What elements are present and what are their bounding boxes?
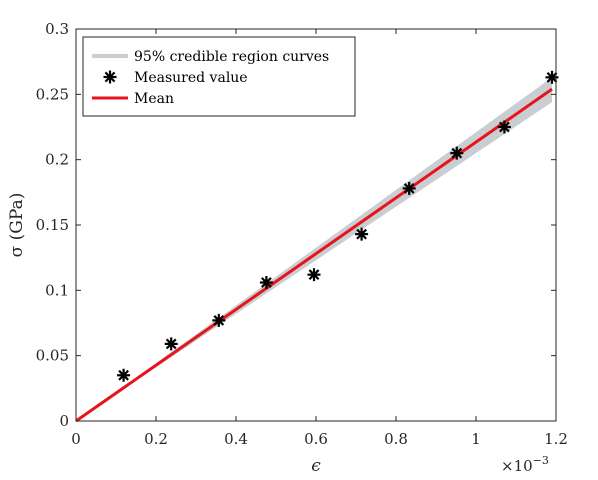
x-axis-ticks: 0 0.2 0.4 0.6 0.8 1 1.2 <box>71 29 568 448</box>
star-stroke <box>261 277 272 288</box>
legend-label-credible: 95% credible region curves <box>134 49 329 65</box>
legend-label-mean: Mean <box>134 91 174 107</box>
x-tick-label: 1 <box>471 430 481 448</box>
y-axis-label: σ (GPa) <box>7 193 27 258</box>
star-stroke <box>451 147 463 159</box>
measured-markers-layer <box>117 70 559 382</box>
x-tick-label: 1.2 <box>544 430 568 448</box>
x-tick-label: 0.6 <box>304 430 328 448</box>
star-stroke <box>356 228 367 240</box>
credible-region-band <box>76 77 552 421</box>
legend-swatch-measured <box>103 70 117 84</box>
legend-box <box>82 36 356 117</box>
measured-point <box>307 268 321 282</box>
x-tick-label: 0.2 <box>144 430 168 448</box>
legend: 95% credible region curves Measured valu… <box>82 36 356 117</box>
x-axis-label: ϵ <box>311 456 321 476</box>
measured-point <box>212 313 226 327</box>
credible-band-layer <box>76 77 552 421</box>
y-axis-ticks: 0 0.05 0.1 0.15 0.2 0.25 0.3 <box>36 20 556 430</box>
star-stroke <box>213 315 225 326</box>
star-stroke <box>403 183 415 194</box>
x-multiplier-exponent: −3 <box>533 454 549 467</box>
star-stroke <box>118 369 129 381</box>
measured-point <box>164 337 178 351</box>
x-tick-label: 0.8 <box>384 430 408 448</box>
legend-star-marker <box>103 70 117 84</box>
x-multiplier-base: ×10 <box>501 457 533 475</box>
star-stroke <box>546 71 558 83</box>
measured-point <box>450 146 464 160</box>
measured-point <box>497 120 511 134</box>
y-tick-label: 0 <box>59 412 69 430</box>
measured-point <box>259 275 273 289</box>
star-stroke <box>308 269 320 281</box>
star-stroke <box>499 121 510 133</box>
star-stroke <box>104 71 116 83</box>
mean-line <box>75 87 553 423</box>
mean-line-layer <box>75 87 553 423</box>
y-tick-label: 0.3 <box>45 20 69 38</box>
y-tick-label: 0.25 <box>36 85 69 103</box>
x-tick-label: 0 <box>71 430 81 448</box>
x-tick-label: 0.4 <box>224 430 248 448</box>
star-stroke <box>165 338 177 350</box>
x-axis-multiplier: ×10−3 <box>501 454 549 475</box>
measured-point <box>355 227 369 241</box>
measured-point <box>402 181 416 195</box>
measured-point <box>545 70 559 84</box>
y-tick-label: 0.15 <box>36 216 69 234</box>
y-tick-label: 0.2 <box>45 151 69 169</box>
measured-point <box>117 368 131 382</box>
y-tick-label: 0.05 <box>36 347 69 365</box>
legend-label-measured: Measured value <box>134 70 248 86</box>
y-tick-label: 0.1 <box>45 281 69 299</box>
